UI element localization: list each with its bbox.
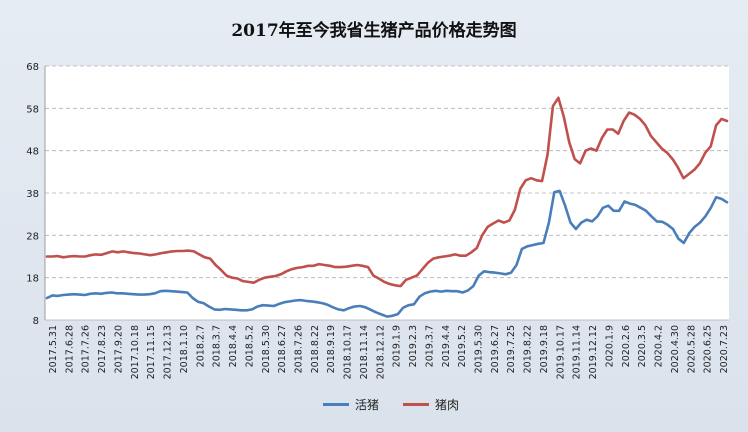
x-tick-label: 2018.7.26 — [293, 325, 304, 373]
x-tick-label: 2019.8.22 — [523, 325, 534, 373]
y-tick-label: 8 — [33, 316, 39, 327]
x-tick-label: 2019.5.30 — [474, 325, 485, 373]
x-tick-label: 2019.11.14 — [572, 325, 583, 379]
x-tick-label: 2020.1.9 — [604, 325, 615, 367]
x-tick-label: 2017.7.26 — [81, 325, 92, 373]
x-tick-label: 2019.6.27 — [490, 325, 501, 373]
legend-item-2: 猪肉 — [403, 396, 459, 413]
legend-swatch-2 — [403, 403, 429, 406]
y-tick-label: 58 — [26, 104, 39, 115]
x-tick-label: 2018.2.7 — [195, 325, 206, 367]
legend-item-1: 活猪 — [323, 396, 379, 413]
x-tick-label: 2017.12.13 — [163, 325, 174, 379]
x-tick-label: 2019.7.25 — [506, 325, 517, 373]
legend-label-2: 猪肉 — [435, 398, 460, 412]
x-tick-label: 2018.5.30 — [261, 325, 272, 373]
x-tick-label: 2020.2.6 — [621, 325, 632, 367]
x-tick-label: 2017.11.15 — [146, 325, 157, 379]
x-tick-label: 2019.2.3 — [408, 325, 419, 367]
series-line-1 — [45, 189, 729, 318]
x-tick-label: 2018.12.12 — [375, 325, 386, 379]
x-tick-label: 2018.6.27 — [277, 325, 288, 373]
x-tick-label: 2018.10.17 — [343, 325, 354, 379]
legend-swatch-1 — [323, 403, 349, 406]
y-tick-label: 38 — [26, 189, 39, 200]
y-tick-label: 48 — [26, 147, 39, 158]
x-tick-label: 2018.8.22 — [310, 325, 321, 373]
x-tick-label: 2019.3.7 — [424, 325, 435, 367]
x-tick-label: 2017.5.31 — [48, 325, 59, 373]
x-tick-label: 2018.11.14 — [359, 325, 370, 379]
legend-label-1: 活猪 — [355, 398, 380, 412]
x-tick-label: 2020.4.2 — [654, 325, 665, 367]
x-tick-label: 2017.6.28 — [64, 325, 75, 373]
x-tick-label: 2020.4.30 — [670, 325, 681, 373]
y-tick-label: 18 — [26, 274, 39, 285]
x-tick-label: 2018.5.2 — [244, 325, 255, 367]
y-tick-label: 28 — [26, 231, 39, 242]
x-tick-label: 2019.1.9 — [392, 325, 403, 367]
x-tick-label: 2020.5.28 — [686, 325, 697, 373]
x-tick-label: 2019.10.17 — [555, 325, 566, 379]
x-tick-label: 2018.3.7 — [212, 325, 223, 367]
x-tick-label: 2018.4.4 — [228, 325, 239, 367]
x-tick-label: 2019.4.4 — [441, 325, 452, 367]
x-tick-label: 2020.6.25 — [703, 325, 714, 373]
chart-title: 2017年至今我省生猪产品价格走势图 — [231, 21, 517, 41]
x-tick-label: 2020.7.23 — [719, 325, 730, 373]
x-tick-label: 2018.9.19 — [326, 325, 337, 373]
x-tick-label: 2017.10.18 — [130, 325, 141, 379]
x-tick-label: 2017.9.20 — [113, 325, 124, 373]
series-line-2 — [45, 96, 729, 288]
y-tick-label: 68 — [26, 62, 39, 73]
x-tick-label: 2019.12.12 — [588, 325, 599, 379]
x-tick-label: 2019.9.18 — [539, 325, 550, 373]
x-tick-label: 2017.8.23 — [97, 325, 108, 373]
x-tick-label: 2020.3.5 — [637, 325, 648, 367]
x-tick-label: 2019.5.2 — [457, 325, 468, 367]
x-tick-label: 2018.1.10 — [179, 325, 190, 373]
